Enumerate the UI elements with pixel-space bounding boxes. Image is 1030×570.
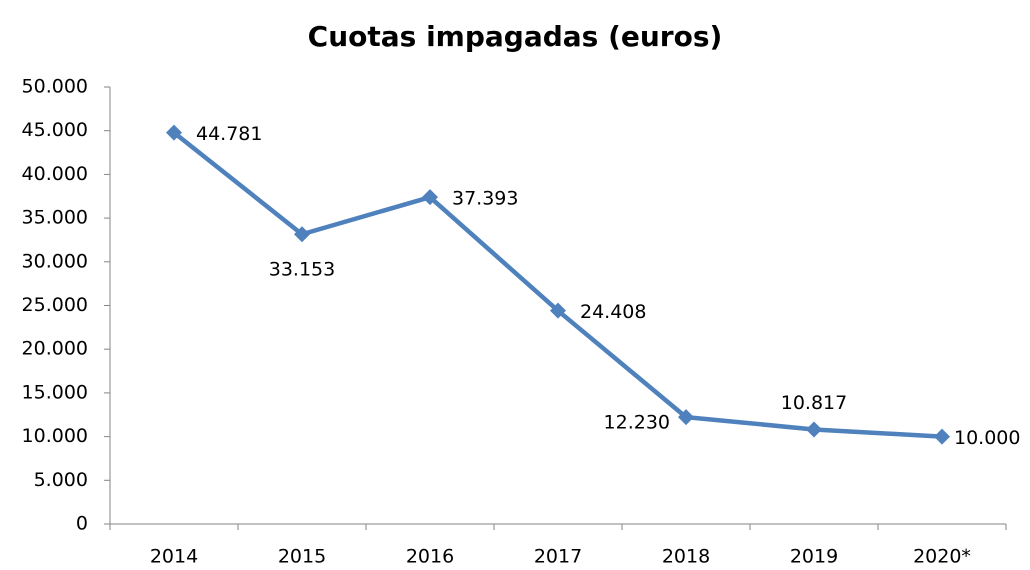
- y-tick-label: 45.000: [22, 119, 88, 141]
- y-tick-label: 25.000: [22, 294, 88, 316]
- data-label: 33.153: [269, 259, 335, 281]
- y-tick-label: 40.000: [22, 163, 88, 185]
- y-tick-label: 10.000: [22, 425, 88, 447]
- x-tick-label: 2016: [406, 546, 454, 568]
- y-tick-label: 30.000: [22, 250, 88, 272]
- data-label: 12.230: [604, 412, 670, 434]
- data-label: 10.817: [781, 392, 847, 414]
- y-tick-label: 0: [76, 513, 88, 535]
- x-tick-label: 2014: [150, 546, 198, 568]
- chart-title: Cuotas impagadas (euros): [308, 20, 723, 53]
- y-tick-label: 20.000: [22, 338, 88, 360]
- marker: [678, 409, 694, 426]
- x-tick-label: 2019: [790, 546, 838, 568]
- y-tick-label: 15.000: [22, 381, 88, 403]
- data-label: 10.000: [954, 427, 1020, 449]
- data-label: 24.408: [580, 301, 646, 323]
- marker: [550, 302, 566, 319]
- x-tick-label: 2015: [278, 546, 326, 568]
- data-label: 37.393: [452, 188, 518, 210]
- x-tick-label: 2017: [534, 546, 582, 568]
- y-tick-label: 35.000: [22, 207, 88, 229]
- data-label: 44.781: [196, 123, 262, 145]
- y-tick-label: 50.000: [22, 76, 88, 98]
- marker: [806, 421, 822, 438]
- y-tick-label: 5.000: [34, 469, 88, 491]
- marker: [422, 189, 438, 206]
- x-tick-label: 2018: [662, 546, 710, 568]
- x-tick-label: 2020*: [913, 546, 971, 568]
- marker: [166, 124, 182, 141]
- marker: [934, 428, 950, 445]
- marker: [294, 226, 310, 243]
